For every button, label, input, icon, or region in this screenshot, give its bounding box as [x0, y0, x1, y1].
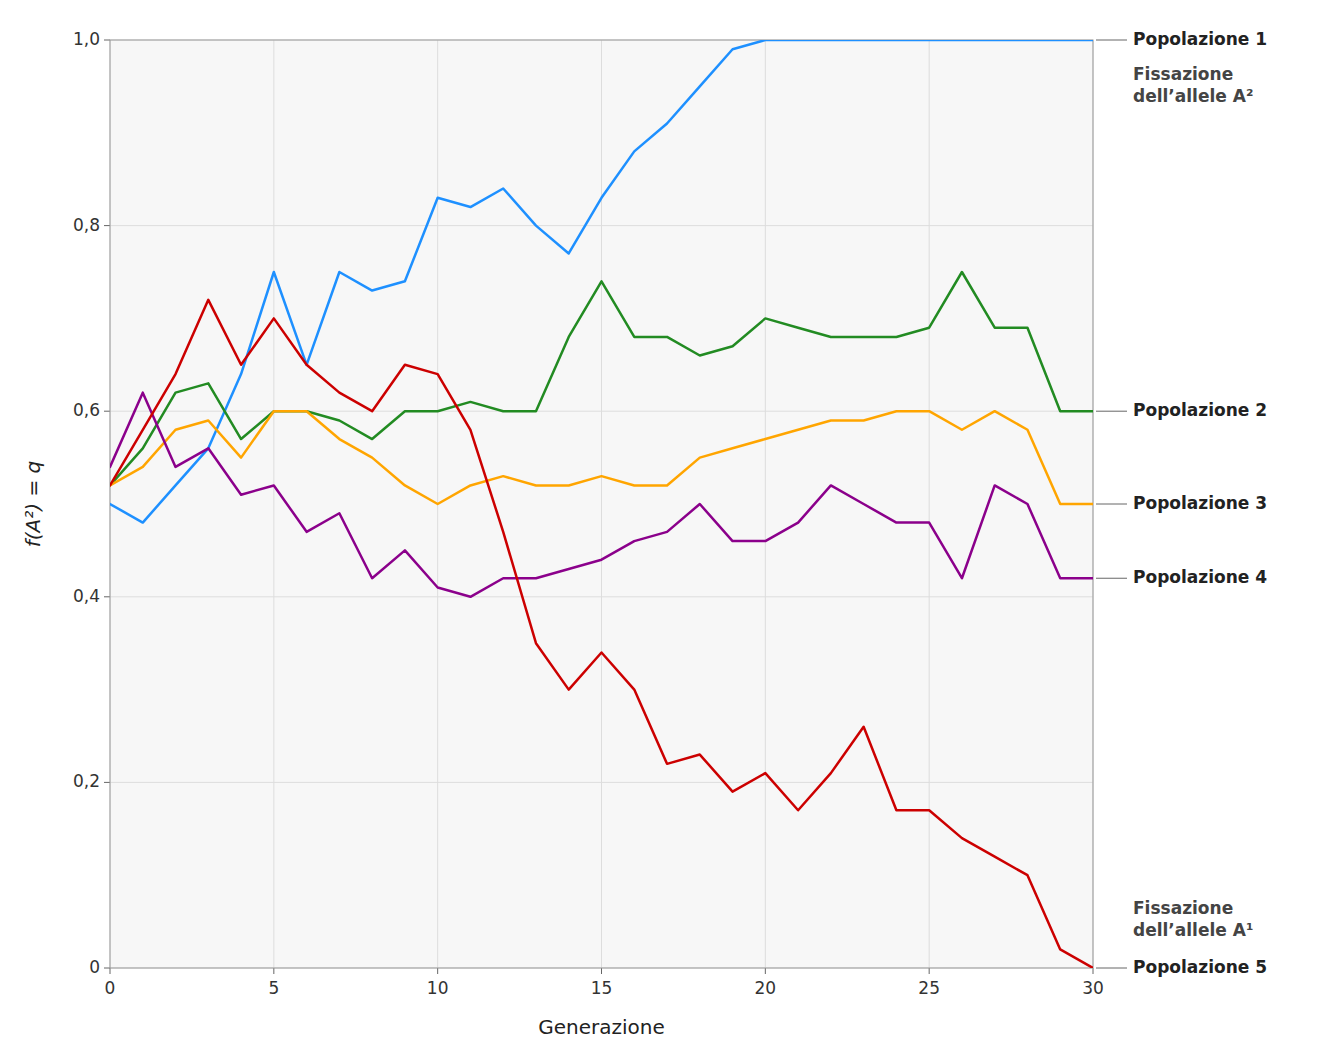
x-axis-label: Generazione: [538, 1015, 665, 1039]
series-label: Popolazione 1: [1133, 29, 1267, 49]
tick-label: 0: [89, 957, 100, 977]
tick-label: 30: [1082, 978, 1104, 998]
series-label: Popolazione 5: [1133, 957, 1267, 977]
grid: [110, 40, 1093, 968]
tick: [104, 968, 110, 969]
tick: [104, 40, 110, 41]
tick: [1093, 968, 1094, 974]
series-line: [110, 300, 1093, 968]
series-label: Popolazione 3: [1133, 493, 1267, 513]
tick: [437, 968, 438, 974]
annotation: Fissazionedell’allele A²: [1133, 64, 1253, 106]
annotation: Fissazionedell’allele A¹: [1133, 898, 1253, 940]
tick: [929, 968, 930, 974]
tick-label: 0,6: [73, 400, 100, 420]
tick-label: 10: [427, 978, 449, 998]
grid-line: [273, 40, 274, 968]
series-label: Popolazione 4: [1133, 567, 1267, 587]
grid-line: [765, 40, 766, 968]
end-labels: Popolazione 1 Fissazionedell’allele A² Pop…: [1096, 29, 1267, 977]
series-line: [110, 393, 1093, 597]
leader-line: [1096, 968, 1127, 969]
plot-frame: [110, 40, 1093, 968]
tick: [765, 968, 766, 974]
tick: [110, 968, 111, 974]
series-line: [110, 272, 1093, 485]
tick: [104, 782, 110, 783]
leader-line: [1096, 40, 1127, 41]
tick: [104, 596, 110, 597]
tick-label: 0,2: [73, 771, 100, 791]
series-label: Popolazione 2: [1133, 400, 1267, 420]
tick: [273, 968, 274, 974]
series-line: [110, 40, 1093, 523]
tick-label: 1,0: [73, 29, 100, 49]
tick-label: 0,4: [73, 586, 100, 606]
tick-label: 0,8: [73, 215, 100, 235]
leader-line: [1096, 411, 1127, 412]
grid-line: [929, 40, 930, 968]
plot-background: [110, 40, 1093, 968]
tick: [104, 411, 110, 412]
y-axis-label: f(A²) = q: [21, 461, 45, 548]
chart: 0 0,2 0,4 0,6 0,8 1,0 0 5 10 15 20 25 30 Generazione f…: [0, 0, 1343, 1063]
leader-line: [1096, 504, 1127, 505]
leader-line: [1096, 578, 1127, 579]
tick-label: 25: [918, 978, 940, 998]
tick-label: 15: [591, 978, 613, 998]
tick: [104, 225, 110, 226]
series-lines: [110, 40, 1093, 968]
tick-label: 5: [268, 978, 279, 998]
tick-label: 0: [105, 978, 116, 998]
grid-line: [601, 40, 602, 968]
tick: [601, 968, 602, 974]
tick-label: 20: [755, 978, 777, 998]
axes: 0 0,2 0,4 0,6 0,8 1,0 0 5 10 15 20 25 30: [73, 29, 1104, 998]
